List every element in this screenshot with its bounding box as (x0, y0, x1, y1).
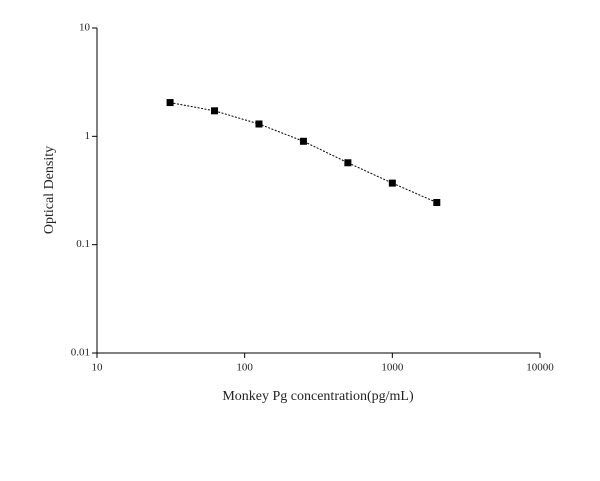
y-axis-title: Optical Density (42, 146, 57, 234)
y-tick-label: 10 (79, 22, 91, 34)
series-line (169, 102, 437, 203)
data-point (388, 179, 396, 187)
y-tick-label: 0.01 (71, 347, 90, 359)
x-axis-title: Monkey Pg concentration(pg/mL) (222, 389, 414, 404)
x-tick-label: 10 (92, 362, 104, 374)
x-tick-label: 10000 (526, 362, 554, 374)
data-point (344, 159, 352, 167)
x-tick-label: 1000 (381, 362, 404, 374)
y-tick-label: 0.1 (76, 238, 90, 250)
data-point (255, 120, 263, 128)
data-point (433, 199, 441, 207)
data-point (211, 107, 219, 115)
data-point (299, 137, 307, 145)
data-point (166, 99, 174, 107)
y-tick-label: 1 (85, 130, 91, 142)
x-tick-label: 100 (236, 362, 253, 374)
